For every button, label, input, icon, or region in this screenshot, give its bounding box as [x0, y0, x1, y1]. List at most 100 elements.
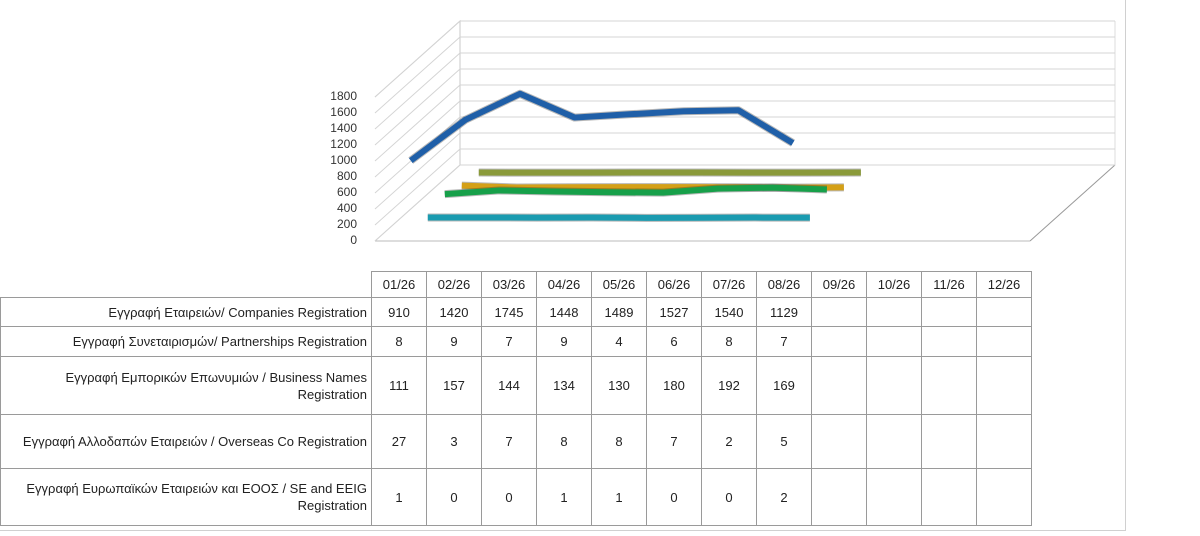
- series-name: Εγγραφή Συνεταιρισμών/ Partnerships Regi…: [0, 326, 372, 357]
- value-cell: 1527: [646, 297, 702, 327]
- empty-cell: [811, 326, 867, 357]
- value-cell: 7: [756, 326, 812, 357]
- value-cell: 180: [646, 356, 702, 415]
- data-table: 01/26 02/26 03/26 04/26 05/26 06/26 07/26 08/26…: [0, 271, 1032, 526]
- value-cell: 8: [536, 414, 592, 469]
- value-cell: 8: [591, 414, 647, 469]
- series-name: Εγγραφή Ευρωπαϊκών Εταιρειών και ΕΟΟΣ / …: [0, 468, 372, 526]
- grid-line: [374, 20, 1115, 98]
- category-label: 03/26: [481, 271, 537, 298]
- empty-cell: [811, 356, 867, 415]
- series-row: Εγγραφή Εταιρειών/ Companies Registratio…: [0, 297, 1032, 327]
- grid-line: [374, 164, 1115, 242]
- y-tick-label: 1600: [330, 105, 357, 119]
- value-cell: 1540: [701, 297, 757, 327]
- value-cell: 27: [371, 414, 427, 469]
- value-cell: 1420: [426, 297, 482, 327]
- empty-cell: [811, 468, 867, 526]
- empty-cell: [976, 297, 1032, 327]
- series-name: Εγγραφή Εμπορικών Επωνυμιών / Business N…: [0, 356, 372, 415]
- y-tick-label: 1200: [330, 137, 357, 151]
- value-cell: 7: [646, 414, 702, 469]
- value-cell: 1489: [591, 297, 647, 327]
- value-cell: 157: [426, 356, 482, 415]
- grid-line: [374, 100, 1115, 178]
- chart-frame: [0, 0, 1126, 531]
- series-name: Εγγραφή Αλλοδαπών Εταιρειών / Overseas C…: [0, 414, 372, 469]
- value-cell: 1: [536, 468, 592, 526]
- value-cell: 5: [756, 414, 812, 469]
- empty-cell: [976, 326, 1032, 357]
- category-label: 07/26: [701, 271, 757, 298]
- value-cell: 134: [536, 356, 592, 415]
- value-cell: 1745: [481, 297, 537, 327]
- value-cell: 111: [371, 356, 427, 415]
- series-row: Εγγραφή Εμπορικών Επωνυμιών / Business N…: [0, 356, 1032, 415]
- line-shadow: [408, 89, 795, 164]
- blank-cell: [0, 271, 372, 298]
- empty-cell: [866, 297, 922, 327]
- empty-cell: [811, 297, 867, 327]
- category-label: 11/26: [921, 271, 977, 298]
- value-cell: 144: [481, 356, 537, 415]
- empty-cell: [921, 326, 977, 357]
- empty-cell: [921, 297, 977, 327]
- empty-cell: [976, 414, 1032, 469]
- category-label: 02/26: [426, 271, 482, 298]
- grid-line: [374, 132, 1115, 210]
- series-row: Εγγραφή Συνεταιρισμών/ Partnerships Regi…: [0, 326, 1032, 357]
- series-name: Εγγραφή Εταιρειών/ Companies Registratio…: [0, 297, 372, 327]
- series-row: Εγγραφή Ευρωπαϊκών Εταιρειών και ΕΟΟΣ / …: [0, 468, 1032, 526]
- grid-line: [374, 68, 1115, 146]
- grid-line: [374, 84, 1115, 162]
- value-cell: 8: [701, 326, 757, 357]
- category-label: 10/26: [866, 271, 922, 298]
- empty-cell: [866, 468, 922, 526]
- value-cell: 8: [371, 326, 427, 357]
- empty-cell: [921, 356, 977, 415]
- value-cell: 1448: [536, 297, 592, 327]
- value-cell: 0: [426, 468, 482, 526]
- category-label: 04/26: [536, 271, 592, 298]
- y-tick-label: 800: [337, 169, 357, 183]
- floor-right: [1029, 164, 1116, 242]
- empty-cell: [976, 356, 1032, 415]
- category-label: 01/26: [371, 271, 427, 298]
- empty-cell: [976, 468, 1032, 526]
- empty-cell: [921, 468, 977, 526]
- category-label: 05/26: [591, 271, 647, 298]
- y-tick-label: 0: [350, 233, 357, 247]
- value-cell: 7: [481, 326, 537, 357]
- category-label: 12/26: [976, 271, 1032, 298]
- value-cell: 192: [701, 356, 757, 415]
- value-cell: 6: [646, 326, 702, 357]
- header-row: 01/26 02/26 03/26 04/26 05/26 06/26 07/26 08/26…: [0, 271, 1032, 298]
- value-cell: 2: [701, 414, 757, 469]
- grid-line: [374, 148, 1115, 226]
- grid-line: [374, 36, 1115, 114]
- empty-cell: [921, 414, 977, 469]
- value-cell: 1129: [756, 297, 812, 327]
- value-cell: 9: [536, 326, 592, 357]
- series-row: Εγγραφή Αλλοδαπών Εταιρειών / Overseas C…: [0, 414, 1032, 469]
- value-cell: 3: [426, 414, 482, 469]
- value-cell: 0: [646, 468, 702, 526]
- value-cell: 7: [481, 414, 537, 469]
- category-label: 08/26: [756, 271, 812, 298]
- y-tick-label: 1800: [330, 89, 357, 103]
- empty-cell: [866, 356, 922, 415]
- empty-cell: [866, 326, 922, 357]
- grid-line: [374, 116, 1115, 194]
- value-cell: 2: [756, 468, 812, 526]
- value-cell: 169: [756, 356, 812, 415]
- value-cell: 130: [591, 356, 647, 415]
- y-tick-label: 600: [337, 185, 357, 199]
- value-cell: 1: [591, 468, 647, 526]
- y-tick-label: 1400: [330, 121, 357, 135]
- value-cell: 1: [371, 468, 427, 526]
- line-series: [408, 90, 795, 164]
- empty-cell: [866, 414, 922, 469]
- y-tick-label: 1000: [330, 153, 357, 167]
- value-cell: 910: [371, 297, 427, 327]
